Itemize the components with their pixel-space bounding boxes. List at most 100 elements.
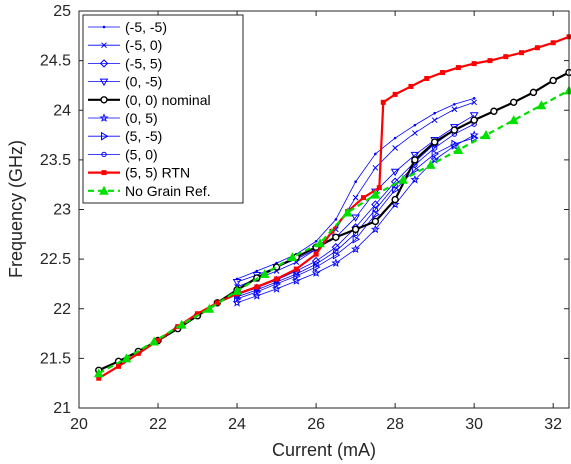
data-point: [293, 271, 300, 277]
data-point: [93, 368, 104, 378]
legend-entry: (0, 5): [88, 110, 158, 126]
legend-swatch-marker: [100, 96, 108, 104]
data-point: [315, 238, 325, 248]
data-point: [487, 58, 493, 64]
data-point: [314, 239, 318, 243]
data-point: [481, 130, 491, 140]
data-point: [273, 279, 282, 289]
data-point: [361, 195, 367, 201]
data-point: [471, 99, 478, 106]
data-point: [380, 99, 386, 105]
data-point: [311, 268, 321, 277]
y-tick-label: 25: [53, 3, 71, 20]
data-point: [332, 233, 340, 241]
y-tick-label: 22: [53, 301, 71, 318]
data-point: [549, 76, 557, 85]
data-point: [550, 40, 556, 46]
data-point: [372, 164, 379, 171]
data-point: [313, 261, 319, 267]
y-tick-label: 24: [53, 102, 71, 119]
data-point: [451, 139, 459, 149]
data-point: [135, 350, 141, 356]
data-point: [450, 126, 459, 134]
data-point: [372, 210, 380, 219]
x-tick-label: 26: [307, 416, 325, 433]
data-point: [411, 156, 419, 164]
data-point: [430, 155, 440, 164]
series-line-5: [236, 134, 475, 304]
data-point: [451, 106, 458, 113]
data-point: [536, 100, 547, 110]
data-point: [176, 319, 187, 329]
data-point: [195, 311, 201, 317]
legend-entry: (5, 0): [88, 146, 158, 162]
series-line-7: [236, 123, 475, 298]
data-point: [433, 111, 436, 115]
data-point: [121, 353, 132, 363]
data-point: [287, 252, 298, 262]
data-point: [354, 180, 357, 184]
data-point: [431, 149, 440, 159]
legend-entry: (0, -5): [88, 74, 162, 90]
data-point: [398, 174, 408, 184]
data-point: [392, 91, 398, 97]
legend-entry: (-5, -5): [88, 19, 167, 35]
data-point: [253, 287, 262, 297]
legend-swatch-marker: [99, 78, 109, 87]
data-point: [490, 107, 498, 115]
legend-swatch-marker: [101, 170, 107, 176]
legend-entry: (5, 5) RTN: [88, 165, 190, 181]
data-point: [440, 70, 446, 76]
data-point: [352, 194, 359, 201]
data-point: [371, 200, 380, 209]
data-point: [391, 195, 399, 204]
data-point: [534, 45, 540, 51]
data-point: [313, 262, 321, 272]
legend-label: (-5, 5): [125, 55, 162, 71]
data-point: [370, 189, 381, 199]
legend-label: (0, 0) nominal: [125, 92, 211, 108]
data-point: [410, 151, 420, 160]
legend-entry: No Grain Ref.: [88, 183, 211, 199]
legend-swatch-marker: [101, 131, 109, 141]
data-point: [351, 244, 361, 254]
ticks-layer: 20 22 24 26 28 30 32 21 21.5 22 22.5 23 23.5 24 24.5 25: [40, 3, 569, 433]
data-point: [431, 145, 438, 151]
data-point: [455, 65, 461, 71]
data-point: [333, 248, 339, 254]
data-point: [149, 336, 159, 346]
data-point: [96, 375, 102, 381]
legend-label: (0, -5): [125, 74, 162, 90]
legend: (-5, -5) (-5, 0) (-5, 5) (0, -5) (0, 0) nomi…: [82, 14, 244, 204]
legend-label: (5, 0): [125, 146, 158, 162]
series-line-9: [98, 89, 570, 375]
data-point: [376, 185, 382, 191]
legend-swatch-marker: [101, 42, 107, 49]
data-point: [293, 271, 301, 281]
data-point: [214, 300, 220, 306]
series-9: [93, 85, 571, 378]
data-point: [471, 133, 479, 143]
legend-entry: (-5, 0): [88, 37, 162, 53]
data-point: [351, 225, 360, 234]
data-point: [469, 112, 479, 120]
data-point: [431, 117, 438, 124]
data-point: [259, 268, 270, 279]
x-tick-label: 32: [544, 416, 562, 433]
data-point: [529, 88, 538, 97]
legend-label: (-5, -5): [125, 19, 167, 35]
x-tick-label: 28: [386, 416, 404, 433]
data-point: [293, 266, 299, 272]
legend-swatch-marker: [101, 151, 107, 158]
legend-entry: (0, 0) nominal: [88, 92, 211, 108]
y-tick-label: 21.5: [40, 350, 71, 367]
data-point: [470, 116, 478, 124]
data-point: [370, 224, 380, 234]
data-point: [424, 75, 430, 81]
data-point: [204, 303, 215, 313]
legend-swatch-marker: [102, 25, 106, 29]
legend-label: (0, 5): [125, 110, 158, 126]
y-tick-label: 21: [53, 400, 71, 417]
legend-entry: (5, -5): [88, 128, 162, 144]
data-point: [371, 217, 380, 226]
